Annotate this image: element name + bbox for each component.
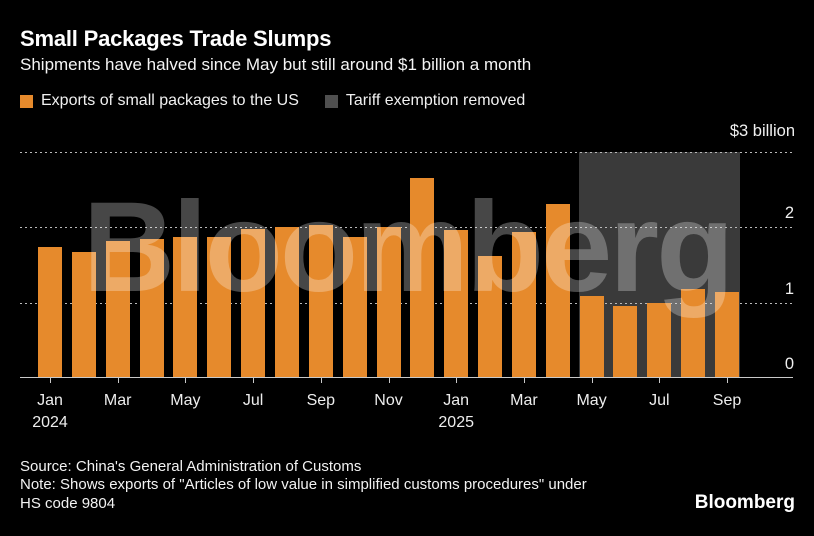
x-tick-label-2: Mar [103,392,132,409]
bar-Aug-2024 [274,227,299,378]
x-tick-year-2024: 2024 [32,414,68,431]
bar-Jul-2025 [647,303,672,378]
gridline-2 [20,227,793,228]
gridline-3 [20,151,793,153]
x-tick-label-6: Jul [242,392,264,409]
bar-Jun-2025 [613,306,638,378]
bar-Jun-2024 [207,236,232,378]
x-tick-mark-6 [253,378,255,383]
footer: Source: China's General Administration o… [20,458,590,513]
bar-Dec-2024 [410,177,435,378]
x-tick-mark-10 [388,378,390,383]
legend-swatch-exports-icon [20,94,33,108]
bar-Aug-2025 [681,288,706,378]
chart-subtitle: Shipments have halved since May but stil… [20,55,532,74]
x-tick-mark-16 [591,378,593,383]
source-line: Source: China's General Administration o… [20,458,362,475]
legend-item-exports: Exports of small packages to the US [20,92,299,110]
legend: Exports of small packages to the US Tari… [20,92,525,110]
x-tick-mark-2 [117,378,119,383]
x-axis-line [20,377,793,378]
bar-Feb-2024 [71,251,96,378]
bar-Mar-2025 [511,232,536,378]
bar-Apr-2025 [545,204,570,378]
bar-May-2025 [579,295,604,378]
y-tick-label-1: 1 [784,279,794,298]
bar-Apr-2024 [139,239,164,378]
x-tick-label-10: Nov [374,392,403,409]
bar-Sep-2025 [715,291,739,378]
y-tick-label-0: 0 [784,355,794,373]
chart-title: Small Packages Trade Slumps [20,26,332,51]
x-tick-label-14: Mar [510,392,538,409]
x-tick-mark-12 [456,378,458,383]
x-tick-label-16: May [576,392,607,409]
bar-Nov-2024 [376,227,401,378]
bar-Sep-2024 [308,225,333,378]
bar-Jan-2024 [38,247,62,378]
bar-Jan-2025 [444,230,469,378]
x-tick-mark-20 [727,378,728,383]
x-tick-label-12: Jan [443,392,470,409]
x-tick-label-18: Jul [649,392,670,409]
y-axis-unit-label: $3 billion [729,122,795,140]
gridline-1 [20,302,793,304]
bar-Jul-2024 [241,229,266,378]
x-tick-label-4: May [170,392,201,409]
x-tick-label-20: Sep [712,392,742,409]
bar-May-2024 [173,236,198,378]
y-tick-label-2: 2 [784,204,794,222]
x-tick-label-8: Sep [306,392,336,409]
x-tick-mark-0 [50,378,51,383]
bar-Oct-2024 [342,236,367,378]
bar-Feb-2025 [478,255,503,378]
x-tick-year-2025: 2025 [438,414,474,431]
x-tick-mark-14 [523,378,525,383]
x-tick-mark-8 [320,378,322,383]
x-tick-mark-18 [659,378,661,383]
legend-item-tariff: Tariff exemption removed [324,92,526,110]
bar-Mar-2024 [105,240,130,378]
x-tick-mark-4 [185,378,187,383]
legend-label-tariff: Tariff exemption removed [345,92,526,109]
bloomberg-logo: Bloomberg [694,492,795,513]
note-line: Note: Shows exports of "Articles of low … [20,476,587,512]
x-tick-label-0: Jan [37,392,63,409]
legend-label-exports: Exports of small packages to the US [41,92,299,109]
legend-swatch-tariff-icon [324,94,338,108]
